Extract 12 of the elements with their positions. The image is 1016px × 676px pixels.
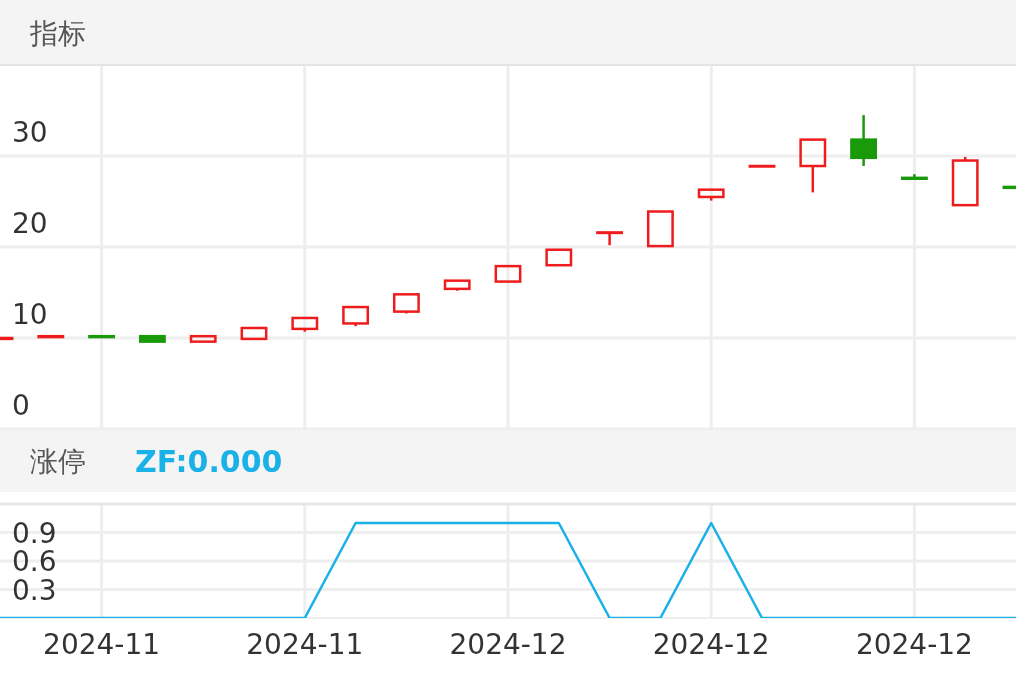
chart-title: 涨停: [30, 445, 86, 478]
chart-title: 指标: [29, 16, 86, 50]
y-tick-label: 0: [12, 389, 30, 422]
x-tick-label: 2024-11: [246, 628, 364, 661]
x-tick-label: 2024-12: [855, 628, 973, 661]
x-tick-label: 2024-12: [652, 628, 770, 661]
x-tick-label: 2024-12: [449, 628, 567, 661]
y-tick-label: 10: [12, 298, 48, 331]
y-tick-label: 20: [12, 207, 48, 240]
chart-subtitle: ZF:0.000: [135, 444, 283, 479]
y-tick-label: 30: [12, 116, 48, 149]
x-tick-label: 2024-11: [43, 628, 161, 661]
